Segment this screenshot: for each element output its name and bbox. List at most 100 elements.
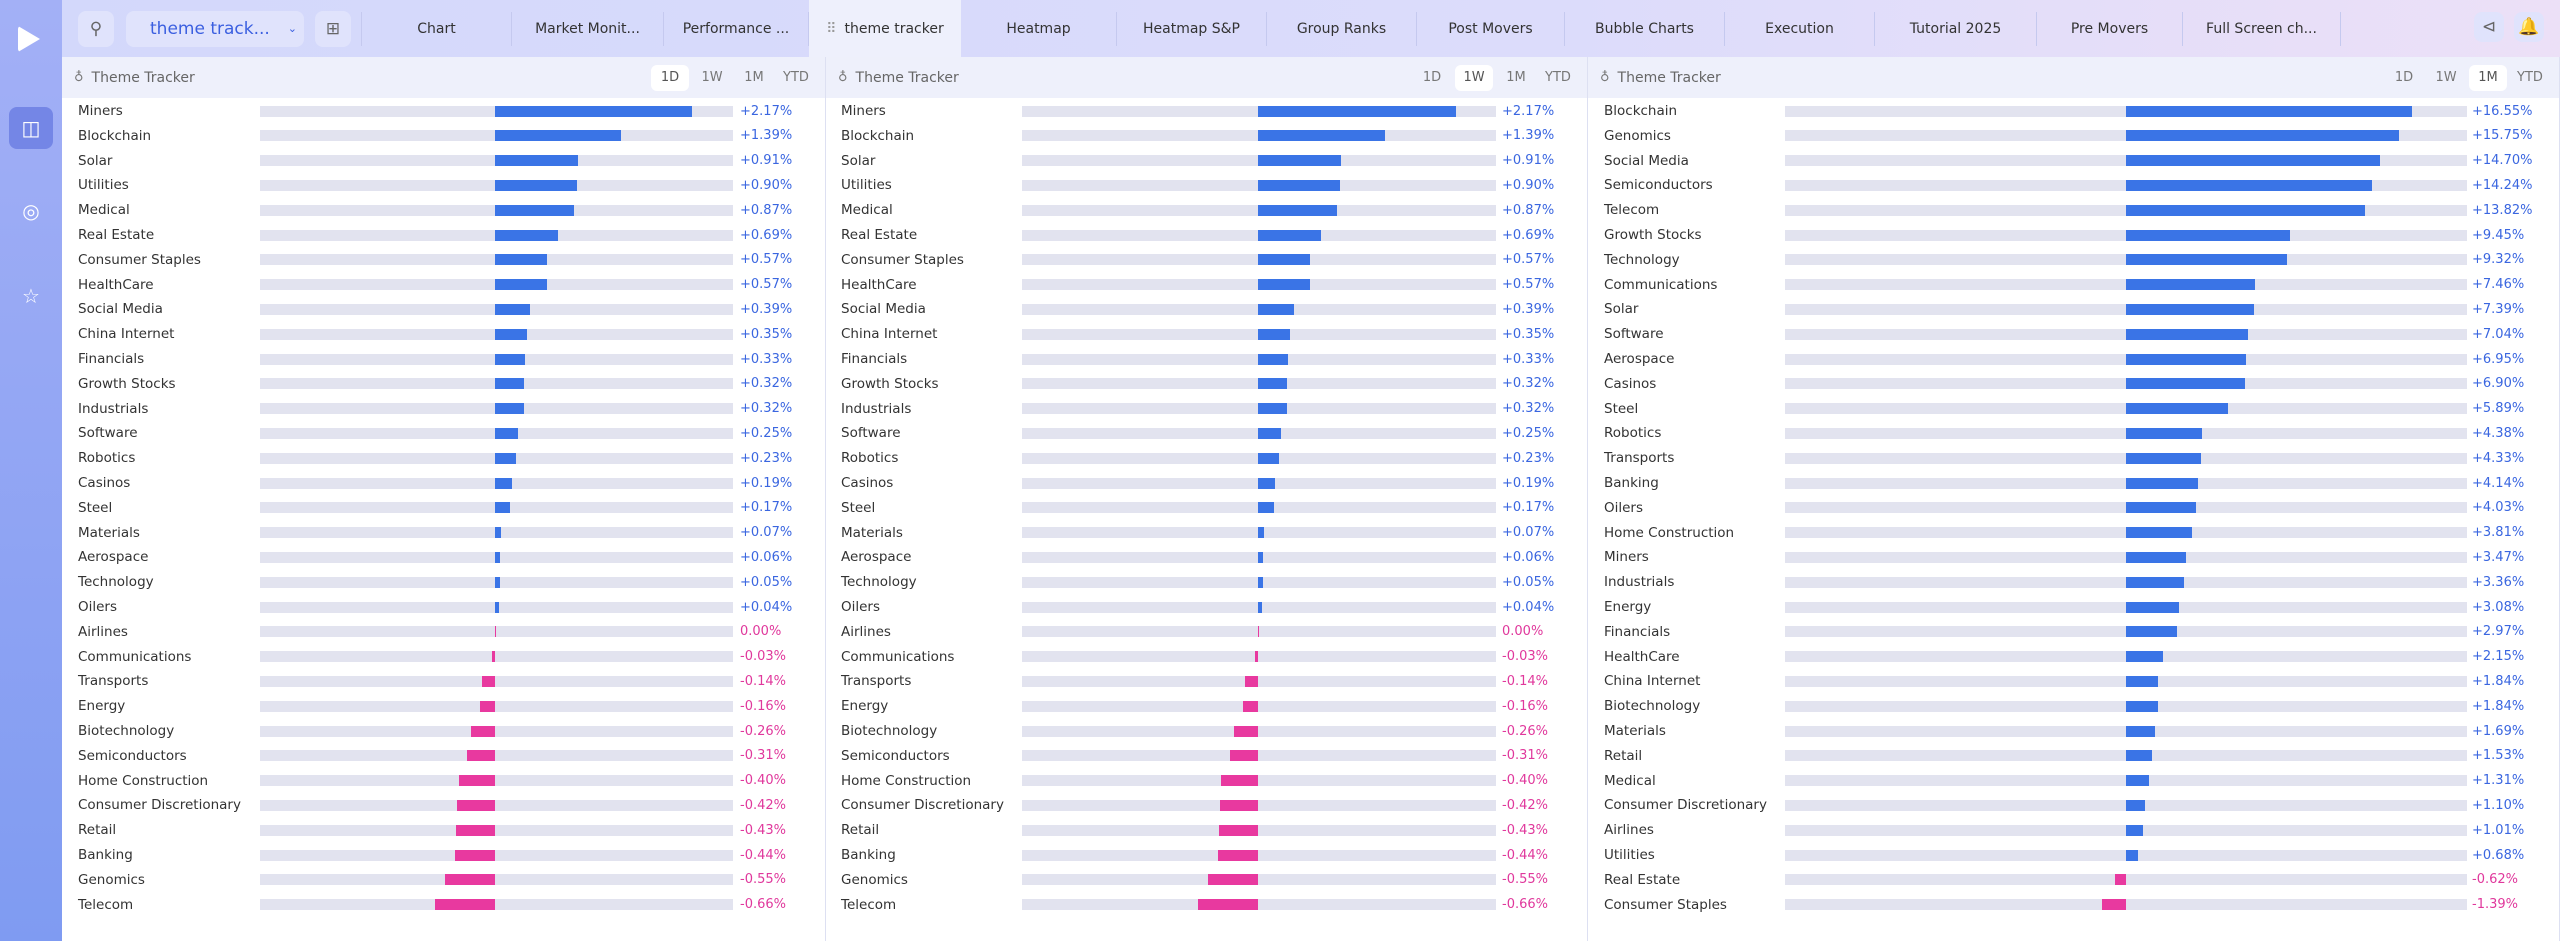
theme-row[interactable]: HealthCare +2.15% xyxy=(1588,645,2559,669)
theme-row[interactable]: Retail -0.43% xyxy=(826,818,1587,842)
logo-icon[interactable] xyxy=(18,26,40,52)
theme-row[interactable]: Real Estate +0.69% xyxy=(826,223,1587,247)
layout-icon[interactable]: ◫ xyxy=(9,107,53,149)
theme-row[interactable]: Steel +0.17% xyxy=(826,496,1587,520)
theme-row[interactable]: Utilities +0.90% xyxy=(62,173,825,197)
theme-row[interactable]: Technology +0.05% xyxy=(826,570,1587,594)
theme-row[interactable]: Financials +2.97% xyxy=(1588,620,2559,644)
theme-row[interactable]: Financials +0.33% xyxy=(62,347,825,371)
theme-row[interactable]: Semiconductors -0.31% xyxy=(826,744,1587,768)
theme-row[interactable]: Transports -0.14% xyxy=(62,669,825,693)
theme-row[interactable]: Real Estate +0.69% xyxy=(62,223,825,247)
theme-row[interactable]: Blockchain +1.39% xyxy=(62,124,825,148)
tab-tutorial-2025[interactable]: Tutorial 2025 xyxy=(1875,11,2037,46)
theme-row[interactable]: Utilities +0.90% xyxy=(826,173,1587,197)
tab-bubble-charts[interactable]: Bubble Charts xyxy=(1565,11,1725,46)
period-1m[interactable]: 1M xyxy=(2469,64,2507,91)
theme-row[interactable]: Airlines 0.00% xyxy=(62,620,825,644)
theme-row[interactable]: Home Construction -0.40% xyxy=(62,769,825,793)
tab-heatmap-s-p[interactable]: Heatmap S&P xyxy=(1117,11,1267,46)
theme-row[interactable]: Consumer Discretionary -0.42% xyxy=(62,793,825,817)
theme-row[interactable]: Consumer Staples -1.39% xyxy=(1588,893,2559,917)
theme-row[interactable]: Software +0.25% xyxy=(826,421,1587,445)
period-1w[interactable]: 1W xyxy=(701,70,723,85)
period-ytd[interactable]: YTD xyxy=(783,70,809,85)
theme-row[interactable]: Communications +7.46% xyxy=(1588,273,2559,297)
theme-row[interactable]: China Internet +1.84% xyxy=(1588,669,2559,693)
theme-row[interactable]: Casinos +6.90% xyxy=(1588,372,2559,396)
theme-row[interactable]: Software +7.04% xyxy=(1588,322,2559,346)
theme-row[interactable]: China Internet +0.35% xyxy=(826,322,1587,346)
theme-row[interactable]: Miners +2.17% xyxy=(62,99,825,123)
theme-row[interactable]: Financials +0.33% xyxy=(826,347,1587,371)
theme-row[interactable]: Genomics -0.55% xyxy=(826,868,1587,892)
radar-icon[interactable]: ◎ xyxy=(22,199,40,223)
tab-market-monit[interactable]: Market Monit... xyxy=(512,11,664,46)
theme-row[interactable]: Airlines 0.00% xyxy=(826,620,1587,644)
tab-pre-movers[interactable]: Pre Movers xyxy=(2037,11,2183,46)
theme-row[interactable]: Steel +0.17% xyxy=(62,496,825,520)
theme-row[interactable]: Aerospace +0.06% xyxy=(62,545,825,569)
tab-chart[interactable]: Chart xyxy=(362,11,512,46)
theme-row[interactable]: Semiconductors +14.24% xyxy=(1588,173,2559,197)
theme-row[interactable]: Biotechnology -0.26% xyxy=(826,719,1587,743)
theme-row[interactable]: Steel +5.89% xyxy=(1588,397,2559,421)
theme-row[interactable]: Social Media +0.39% xyxy=(62,297,825,321)
period-1w[interactable]: 1W xyxy=(2435,70,2457,85)
theme-row[interactable]: Semiconductors -0.31% xyxy=(62,744,825,768)
bell-icon[interactable]: 🔔 xyxy=(2514,12,2544,42)
theme-row[interactable]: Transports -0.14% xyxy=(826,669,1587,693)
theme-row[interactable]: Solar +0.91% xyxy=(826,149,1587,173)
period-ytd[interactable]: YTD xyxy=(1545,70,1571,85)
theme-row[interactable]: Communications -0.03% xyxy=(826,645,1587,669)
theme-row[interactable]: Genomics +15.75% xyxy=(1588,124,2559,148)
theme-row[interactable]: Medical +1.31% xyxy=(1588,769,2559,793)
theme-row[interactable]: Robotics +4.38% xyxy=(1588,421,2559,445)
period-1m[interactable]: 1M xyxy=(744,70,764,85)
theme-row[interactable]: Telecom -0.66% xyxy=(62,893,825,917)
theme-row[interactable]: Telecom -0.66% xyxy=(826,893,1587,917)
theme-row[interactable]: Banking -0.44% xyxy=(62,843,825,867)
theme-row[interactable]: Social Media +0.39% xyxy=(826,297,1587,321)
theme-row[interactable]: Materials +0.07% xyxy=(62,521,825,545)
search-icon[interactable]: ⚲ xyxy=(78,10,114,47)
theme-row[interactable]: Materials +1.69% xyxy=(1588,719,2559,743)
theme-row[interactable]: Consumer Staples +0.57% xyxy=(826,248,1587,272)
theme-row[interactable]: Airlines +1.01% xyxy=(1588,818,2559,842)
theme-row[interactable]: Growth Stocks +0.32% xyxy=(62,372,825,396)
theme-row[interactable]: HealthCare +0.57% xyxy=(62,273,825,297)
star-icon[interactable]: ☆ xyxy=(22,284,40,308)
theme-row[interactable]: Miners +2.17% xyxy=(826,99,1587,123)
theme-row[interactable]: Consumer Discretionary -0.42% xyxy=(826,793,1587,817)
theme-row[interactable]: Industrials +0.32% xyxy=(62,397,825,421)
theme-row[interactable]: Growth Stocks +0.32% xyxy=(826,372,1587,396)
theme-row[interactable]: Communications -0.03% xyxy=(62,645,825,669)
period-1w[interactable]: 1W xyxy=(1455,64,1493,91)
period-1d[interactable]: 1D xyxy=(2394,70,2414,85)
theme-row[interactable]: Utilities +0.68% xyxy=(1588,843,2559,867)
theme-row[interactable]: Genomics -0.55% xyxy=(62,868,825,892)
theme-row[interactable]: Robotics +0.23% xyxy=(826,446,1587,470)
share-icon[interactable]: ⊲ xyxy=(2474,12,2504,42)
theme-row[interactable]: Software +0.25% xyxy=(62,421,825,445)
theme-row[interactable]: Banking -0.44% xyxy=(826,843,1587,867)
theme-row[interactable]: Growth Stocks +9.45% xyxy=(1588,223,2559,247)
theme-row[interactable]: Banking +4.14% xyxy=(1588,471,2559,495)
theme-row[interactable]: Retail -0.43% xyxy=(62,818,825,842)
theme-row[interactable]: Oilers +4.03% xyxy=(1588,496,2559,520)
theme-row[interactable]: Medical +0.87% xyxy=(826,198,1587,222)
theme-row[interactable]: Aerospace +6.95% xyxy=(1588,347,2559,371)
theme-row[interactable]: Technology +9.32% xyxy=(1588,248,2559,272)
theme-row[interactable]: Consumer Discretionary +1.10% xyxy=(1588,793,2559,817)
period-1d[interactable]: 1D xyxy=(651,64,689,91)
theme-row[interactable]: Oilers +0.04% xyxy=(826,595,1587,619)
tab-execution[interactable]: Execution xyxy=(1725,11,1875,46)
theme-row[interactable]: Technology +0.05% xyxy=(62,570,825,594)
theme-row[interactable]: Solar +0.91% xyxy=(62,149,825,173)
drag-handle-icon[interactable]: ⠿ xyxy=(826,20,837,37)
theme-row[interactable]: Consumer Staples +0.57% xyxy=(62,248,825,272)
theme-row[interactable]: China Internet +0.35% xyxy=(62,322,825,346)
tab-performance[interactable]: Performance ... xyxy=(664,11,809,46)
theme-row[interactable]: Medical +0.87% xyxy=(62,198,825,222)
theme-row[interactable]: Biotechnology +1.84% xyxy=(1588,694,2559,718)
